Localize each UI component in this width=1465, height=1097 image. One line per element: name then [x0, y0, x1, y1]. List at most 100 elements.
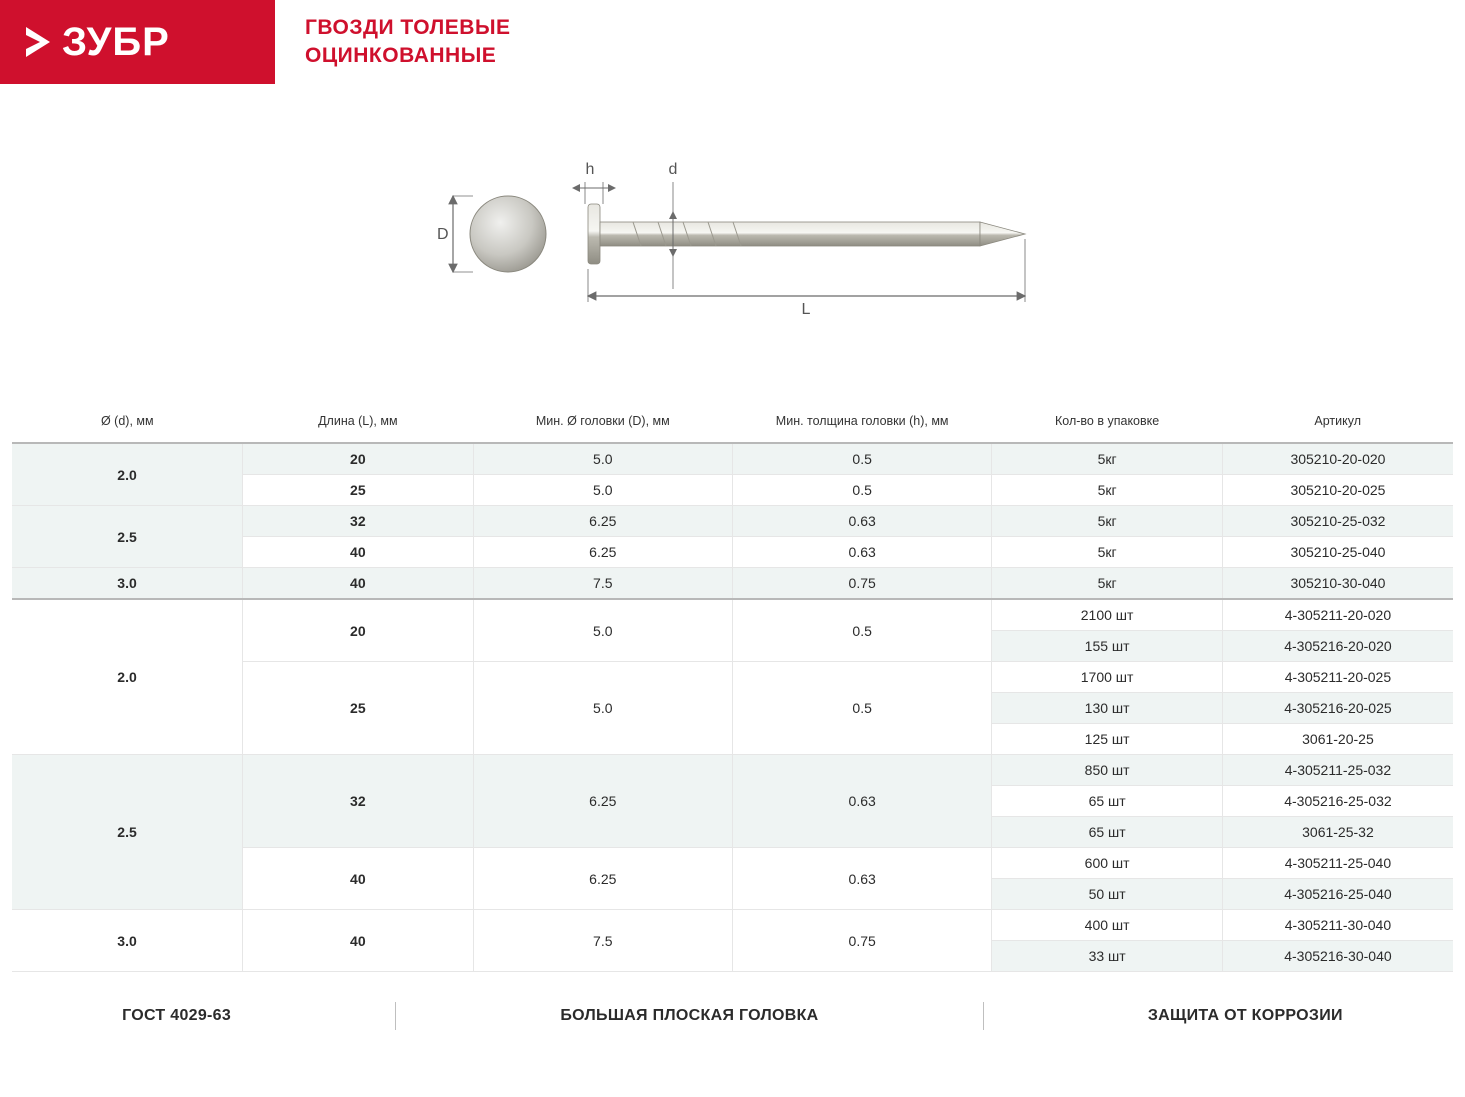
cell: 0.5 — [732, 443, 991, 475]
cell: 5кг — [992, 475, 1223, 506]
cell: 4-305216-20-020 — [1222, 631, 1453, 662]
cell: 33 шт — [992, 941, 1223, 972]
cell: 0.63 — [732, 537, 991, 568]
cell: 40 — [243, 537, 474, 568]
spec-table-wrap: Ø (d), мм Длина (L), мм Мин. Ø головки (… — [0, 404, 1465, 972]
table-body: 2.0205.00.55кг305210-20-020255.00.55кг30… — [12, 443, 1453, 972]
cell: 40 — [243, 848, 474, 910]
diagram-label-d: d — [668, 161, 677, 178]
cell: 850 шт — [992, 755, 1223, 786]
footer-separator — [983, 1002, 984, 1030]
cell: 2.5 — [12, 506, 243, 568]
cell: 65 шт — [992, 817, 1223, 848]
cell: 6.25 — [473, 506, 732, 537]
cell: 1700 шт — [992, 662, 1223, 693]
footer-separator — [395, 1002, 396, 1030]
cell: 0.63 — [732, 848, 991, 910]
cell: 305210-25-040 — [1222, 537, 1453, 568]
cell: 2.0 — [12, 443, 243, 506]
footer-item: БОЛЬШАЯ ПЛОСКАЯ ГОЛОВКА — [560, 1007, 818, 1025]
cell: 4-305211-30-040 — [1222, 910, 1453, 941]
cell: 4-305216-20-025 — [1222, 693, 1453, 724]
cell: 130 шт — [992, 693, 1223, 724]
cell: 2.5 — [12, 755, 243, 910]
footer: ГОСТ 4029-63 БОЛЬШАЯ ПЛОСКАЯ ГОЛОВКА ЗАЩ… — [0, 972, 1465, 1040]
cell: 50 шт — [992, 879, 1223, 910]
cell: 5.0 — [473, 443, 732, 475]
cell: 155 шт — [992, 631, 1223, 662]
cell: 6.25 — [473, 537, 732, 568]
col-article: Артикул — [1222, 404, 1453, 443]
product-title: ГВОЗДИ ТОЛЕВЫЕ ОЦИНКОВАННЫЕ — [305, 14, 511, 71]
cell: 4-305211-20-020 — [1222, 599, 1453, 631]
cell: 25 — [243, 475, 474, 506]
cell: 0.5 — [732, 599, 991, 662]
cell: 125 шт — [992, 724, 1223, 755]
product-diagram: D h d L — [0, 84, 1465, 404]
cell: 40 — [243, 910, 474, 972]
cell: 4-305216-25-040 — [1222, 879, 1453, 910]
cell: 0.75 — [732, 568, 991, 600]
col-length: Длина (L), мм — [243, 404, 474, 443]
table-row: 2.0205.00.52100 шт4-305211-20-020 — [12, 599, 1453, 631]
cell: 32 — [243, 755, 474, 848]
cell: 4-305211-25-032 — [1222, 755, 1453, 786]
cell: 7.5 — [473, 910, 732, 972]
footer-item: ГОСТ 4029-63 — [122, 1007, 231, 1025]
cell: 32 — [243, 506, 474, 537]
cell: 305210-20-020 — [1222, 443, 1453, 475]
cell: 2100 шт — [992, 599, 1223, 631]
cell: 5кг — [992, 506, 1223, 537]
table-row: 2.5326.250.63850 шт4-305211-25-032 — [12, 755, 1453, 786]
cell: 305210-20-025 — [1222, 475, 1453, 506]
table-row: 2.5326.250.635кг305210-25-032 — [12, 506, 1453, 537]
cell: 5кг — [992, 443, 1223, 475]
cell: 5.0 — [473, 475, 732, 506]
cell: 6.25 — [473, 848, 732, 910]
cell: 3061-25-32 — [1222, 817, 1453, 848]
cell: 65 шт — [992, 786, 1223, 817]
cell: 4-305216-25-032 — [1222, 786, 1453, 817]
cell: 5кг — [992, 537, 1223, 568]
table-row: 2.0205.00.55кг305210-20-020 — [12, 443, 1453, 475]
diagram-label-L: L — [801, 301, 810, 318]
cell: 25 — [243, 662, 474, 755]
title-line-2: ОЦИНКОВАННЫЕ — [305, 42, 511, 70]
brand-logo: ЗУБР — [0, 0, 275, 84]
cell: 305210-25-032 — [1222, 506, 1453, 537]
cell: 20 — [243, 599, 474, 662]
cell: 3.0 — [12, 568, 243, 600]
cell: 5кг — [992, 568, 1223, 600]
cell: 0.63 — [732, 506, 991, 537]
cell: 3061-20-25 — [1222, 724, 1453, 755]
cell: 4-305216-30-040 — [1222, 941, 1453, 972]
header: ЗУБР ГВОЗДИ ТОЛЕВЫЕ ОЦИНКОВАННЫЕ — [0, 0, 1465, 84]
table-header-row: Ø (d), мм Длина (L), мм Мин. Ø головки (… — [12, 404, 1453, 443]
cell: 3.0 — [12, 910, 243, 972]
cell: 6.25 — [473, 755, 732, 848]
cell: 0.5 — [732, 662, 991, 755]
cell: 40 — [243, 568, 474, 600]
footer-item: ЗАЩИТА ОТ КОРРОЗИИ — [1148, 1007, 1343, 1025]
cell: 4-305211-20-025 — [1222, 662, 1453, 693]
col-diameter: Ø (d), мм — [12, 404, 243, 443]
cell: 305210-30-040 — [1222, 568, 1453, 600]
diagram-label-D: D — [437, 226, 449, 243]
cell: 0.63 — [732, 755, 991, 848]
spec-table: Ø (d), мм Длина (L), мм Мин. Ø головки (… — [12, 404, 1453, 972]
svg-text:ЗУБР: ЗУБР — [62, 20, 170, 64]
cell: 600 шт — [992, 848, 1223, 879]
col-head-dia: Мин. Ø головки (D), мм — [473, 404, 732, 443]
cell: 400 шт — [992, 910, 1223, 941]
cell: 4-305211-25-040 — [1222, 848, 1453, 879]
cell: 7.5 — [473, 568, 732, 600]
title-line-1: ГВОЗДИ ТОЛЕВЫЕ — [305, 14, 511, 42]
cell: 5.0 — [473, 662, 732, 755]
diagram-label-h: h — [585, 161, 594, 178]
table-row: 3.0407.50.75400 шт4-305211-30-040 — [12, 910, 1453, 941]
cell: 0.75 — [732, 910, 991, 972]
cell: 2.0 — [12, 599, 243, 755]
table-row: 3.0407.50.755кг305210-30-040 — [12, 568, 1453, 600]
col-qty: Кол-во в упаковке — [992, 404, 1223, 443]
cell: 5.0 — [473, 599, 732, 662]
